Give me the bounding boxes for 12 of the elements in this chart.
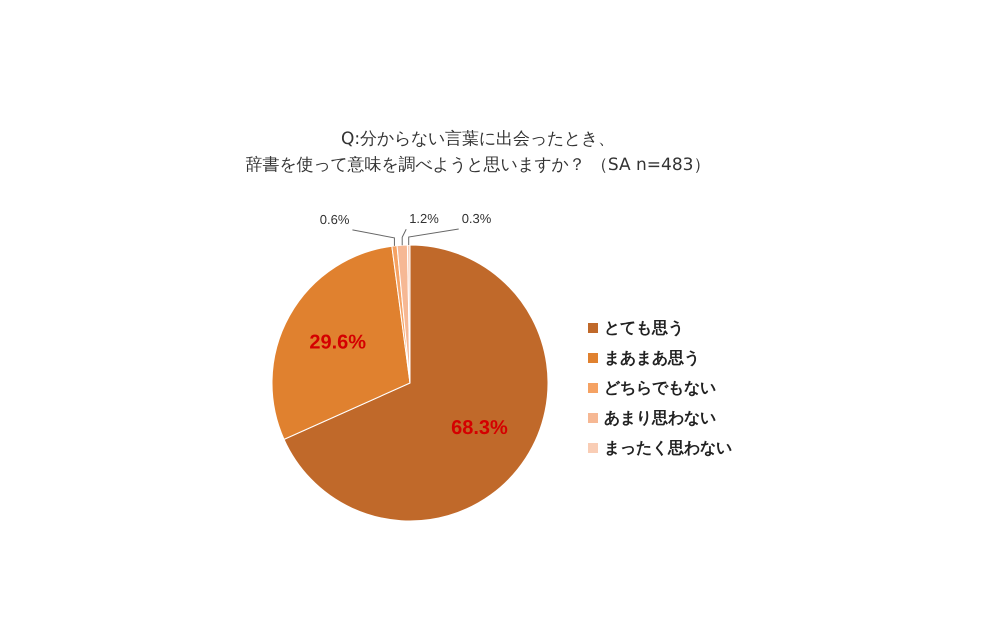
data-label: 29.6% [309, 332, 366, 354]
chart-subtitle: 辞書を使って意味を調べようと思いますか？ （SA n=483） [244, 154, 712, 177]
legend-label: とても思う [604, 318, 684, 338]
legend-label: あまり思わない [604, 408, 716, 428]
data-label: 0.3% [462, 211, 492, 226]
data-label: 0.6% [320, 212, 350, 227]
legend-label: まあまあ思う [604, 348, 700, 368]
legend-label: どちらでもない [604, 378, 716, 398]
data-label: 1.2% [409, 211, 440, 226]
legend-label: まったく思わない [604, 438, 732, 458]
chart-title: Q:分からない言葉に出会ったとき、 [340, 128, 616, 151]
data-label: 68.3% [451, 417, 508, 440]
